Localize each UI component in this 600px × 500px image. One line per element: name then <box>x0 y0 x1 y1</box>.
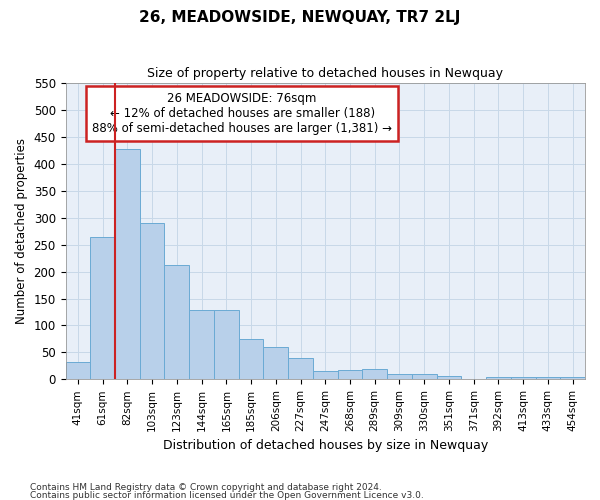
Bar <box>338 370 362 380</box>
Bar <box>239 339 263 380</box>
Bar <box>536 376 560 380</box>
Bar <box>214 310 239 380</box>
Text: 26, MEADOWSIDE, NEWQUAY, TR7 2LJ: 26, MEADOWSIDE, NEWQUAY, TR7 2LJ <box>139 10 461 25</box>
Bar <box>437 376 461 380</box>
Bar <box>115 150 140 380</box>
Bar <box>560 376 585 380</box>
Title: Size of property relative to detached houses in Newquay: Size of property relative to detached ho… <box>147 68 503 80</box>
Bar <box>486 376 511 380</box>
Bar <box>164 265 189 380</box>
Bar <box>412 374 437 380</box>
Bar <box>90 236 115 380</box>
Bar <box>313 371 338 380</box>
Text: Contains HM Land Registry data © Crown copyright and database right 2024.: Contains HM Land Registry data © Crown c… <box>30 484 382 492</box>
Bar <box>288 358 313 380</box>
Bar <box>65 362 90 380</box>
Bar <box>511 376 536 380</box>
Text: 26 MEADOWSIDE: 76sqm
← 12% of detached houses are smaller (188)
88% of semi-deta: 26 MEADOWSIDE: 76sqm ← 12% of detached h… <box>92 92 392 135</box>
X-axis label: Distribution of detached houses by size in Newquay: Distribution of detached houses by size … <box>163 440 488 452</box>
Y-axis label: Number of detached properties: Number of detached properties <box>15 138 28 324</box>
Text: Contains public sector information licensed under the Open Government Licence v3: Contains public sector information licen… <box>30 490 424 500</box>
Bar <box>140 223 164 380</box>
Bar <box>387 374 412 380</box>
Bar <box>263 347 288 380</box>
Bar <box>189 310 214 380</box>
Bar <box>362 368 387 380</box>
